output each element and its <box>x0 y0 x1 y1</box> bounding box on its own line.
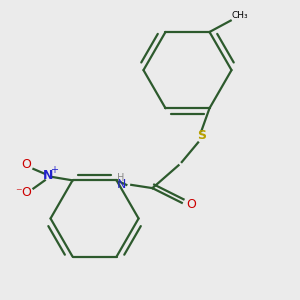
Text: +: + <box>50 165 58 175</box>
Text: O: O <box>21 158 31 171</box>
Text: S: S <box>197 130 206 142</box>
Text: N: N <box>117 178 126 191</box>
Text: CH₃: CH₃ <box>232 11 248 20</box>
Text: O: O <box>187 198 196 211</box>
Text: N: N <box>43 169 53 182</box>
Text: H: H <box>117 173 124 183</box>
Text: O: O <box>21 186 31 199</box>
Text: ⁻: ⁻ <box>15 186 22 199</box>
